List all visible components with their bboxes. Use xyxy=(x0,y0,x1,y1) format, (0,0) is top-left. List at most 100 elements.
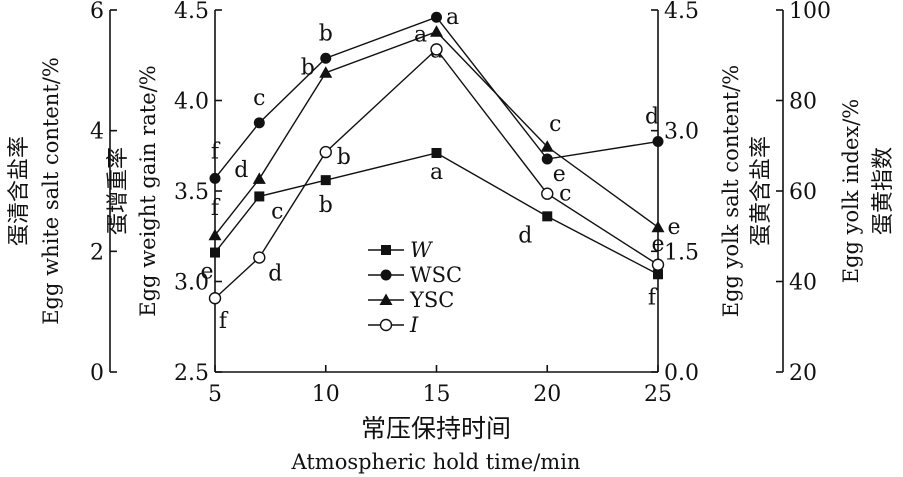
data-point-i xyxy=(430,43,443,56)
significance-letter: a xyxy=(446,5,459,30)
yolk-index-tick-label: 100 xyxy=(789,0,831,24)
data-point-i xyxy=(651,258,665,271)
significance-letter: c xyxy=(559,182,571,207)
data-point-wsc xyxy=(253,117,265,129)
weight-gain-tick-label: 3.5 xyxy=(174,180,209,205)
yolk-salt-tick-label: 0.0 xyxy=(664,361,699,386)
yolk-salt-axis-title-cn: 蛋黄含盐率 xyxy=(749,136,774,246)
legend-marker-w xyxy=(381,245,391,255)
significance-letter: b xyxy=(301,56,315,81)
weight-gain-tick-label: 2.5 xyxy=(174,361,209,386)
significance-letter: d xyxy=(234,158,248,183)
weight-gain-tick-label: 4.0 xyxy=(174,90,209,115)
data-point-ysc xyxy=(252,172,266,184)
significance-letter: d xyxy=(518,223,532,248)
x-tick-label: 15 xyxy=(423,382,451,407)
weight-gain-axis-title: 蛋增重率 Egg weight gain rate/% xyxy=(106,65,160,316)
yolk-index-axis-title-cn: 蛋黄指数 xyxy=(871,147,896,235)
significance-letter: b xyxy=(319,193,333,218)
data-point-ysc xyxy=(651,220,665,233)
significance-letter: a xyxy=(414,22,427,47)
weight-gain-tick-label: 4.5 xyxy=(174,0,209,24)
data-point-w xyxy=(320,175,331,186)
legend-entry-wsc: WSC xyxy=(368,263,462,287)
significance-letter: c xyxy=(271,199,283,224)
legend-label: I xyxy=(409,313,419,337)
significance-letter: f xyxy=(648,285,658,310)
yolk-salt-axis-title-en: Egg yolk salt content/% xyxy=(719,65,743,317)
x-tick-label: 25 xyxy=(644,382,672,407)
data-point-wsc xyxy=(320,52,332,64)
significance-letter: b xyxy=(337,145,351,170)
data-point-ysc xyxy=(208,228,222,241)
data-point-ysc xyxy=(319,66,333,78)
yolk-index-tick-label: 80 xyxy=(789,90,817,115)
data-point-w xyxy=(254,191,265,202)
significance-letter: f xyxy=(211,139,221,164)
series-line-i xyxy=(214,48,659,299)
weight-gain-tick-label: 3.0 xyxy=(174,271,209,296)
yolk-salt-tick-label: 4.5 xyxy=(664,0,699,24)
yolk-index-axis-title-en: Egg yolk index/% xyxy=(839,99,863,284)
legend-entry-w: W xyxy=(368,238,434,262)
white-salt-axis-title-cn: 蛋清含盐率 xyxy=(7,136,32,246)
data-point-w xyxy=(210,247,220,258)
ticks-layer: 5 10 15 20 25 0 2 4 6 2.5 3.0 3.5 4.0 4.5 0.0 1.5 3.0 4.5… xyxy=(90,0,831,407)
legend-entry-ysc: YSC xyxy=(368,288,454,312)
data-point-w xyxy=(653,269,663,280)
yolk-salt-tick-label: 3.0 xyxy=(664,120,699,145)
legend-marker-i xyxy=(379,318,393,332)
yolk-salt-axis-title: Egg yolk salt content/% 蛋黄含盐率 xyxy=(719,65,774,317)
data-point-i xyxy=(541,187,554,200)
white-salt-tick-label: 2 xyxy=(90,240,104,265)
white-salt-axis-title-en: Egg white salt content/% xyxy=(39,57,63,325)
legend-entry-i: I xyxy=(368,313,419,337)
significance-letter: b xyxy=(319,21,333,46)
significance-letter: c xyxy=(549,112,561,137)
yolk-index-tick-label: 20 xyxy=(789,361,817,386)
data-point-w xyxy=(542,211,553,222)
significance-letter: e xyxy=(667,215,680,240)
x-tick-label: 10 xyxy=(312,382,340,407)
yolk-index-tick-label: 60 xyxy=(789,180,817,205)
significance-letter: d xyxy=(268,262,282,287)
significance-letter: f xyxy=(219,309,229,334)
yolk-index-tick-label: 40 xyxy=(789,271,817,296)
significance-letter: e xyxy=(200,260,213,285)
data-point-i xyxy=(208,292,222,305)
x-axis-title-en: Atmospheric hold time/min xyxy=(291,450,581,474)
white-salt-tick-label: 4 xyxy=(90,120,104,145)
data-point-ysc xyxy=(430,25,443,37)
data-point-i xyxy=(319,145,332,159)
x-tick-label: 5 xyxy=(208,382,222,407)
legend-label: YSC xyxy=(409,288,454,312)
data-point-wsc xyxy=(431,11,442,23)
significance-letter: f xyxy=(211,196,221,221)
data-point-w xyxy=(431,147,442,158)
weight-gain-axis-title-en: Egg weight gain rate/% xyxy=(136,65,160,316)
data-point-wsc xyxy=(209,172,221,184)
series-wsc: f c b a e d xyxy=(209,5,664,187)
series-layer: ecbadffcbaedfdbacefdbace xyxy=(200,5,680,334)
white-salt-tick-label: 0 xyxy=(90,361,104,386)
legend-label: WSC xyxy=(410,263,462,287)
data-point-wsc xyxy=(652,136,664,148)
x-tick-label: 20 xyxy=(533,382,561,407)
x-axis-title-cn: 常压保持时间 xyxy=(361,414,511,443)
yolk-salt-tick-label: 1.5 xyxy=(664,240,699,265)
significance-letter: d xyxy=(645,105,659,130)
series-line-w xyxy=(214,152,659,275)
white-salt-tick-label: 6 xyxy=(90,0,104,24)
legend-marker-wsc xyxy=(380,269,392,281)
legend-marker-ysc xyxy=(379,293,393,305)
series-line-ysc xyxy=(214,30,659,236)
white-salt-axis-title: 蛋清含盐率 Egg white salt content/% xyxy=(7,57,63,325)
data-point-ysc xyxy=(540,140,554,152)
significance-letter: c xyxy=(253,86,265,111)
yolk-index-axis-title: Egg yolk index/% 蛋黄指数 xyxy=(839,99,896,284)
weight-gain-axis-title-cn: 蛋增重率 xyxy=(106,147,131,235)
